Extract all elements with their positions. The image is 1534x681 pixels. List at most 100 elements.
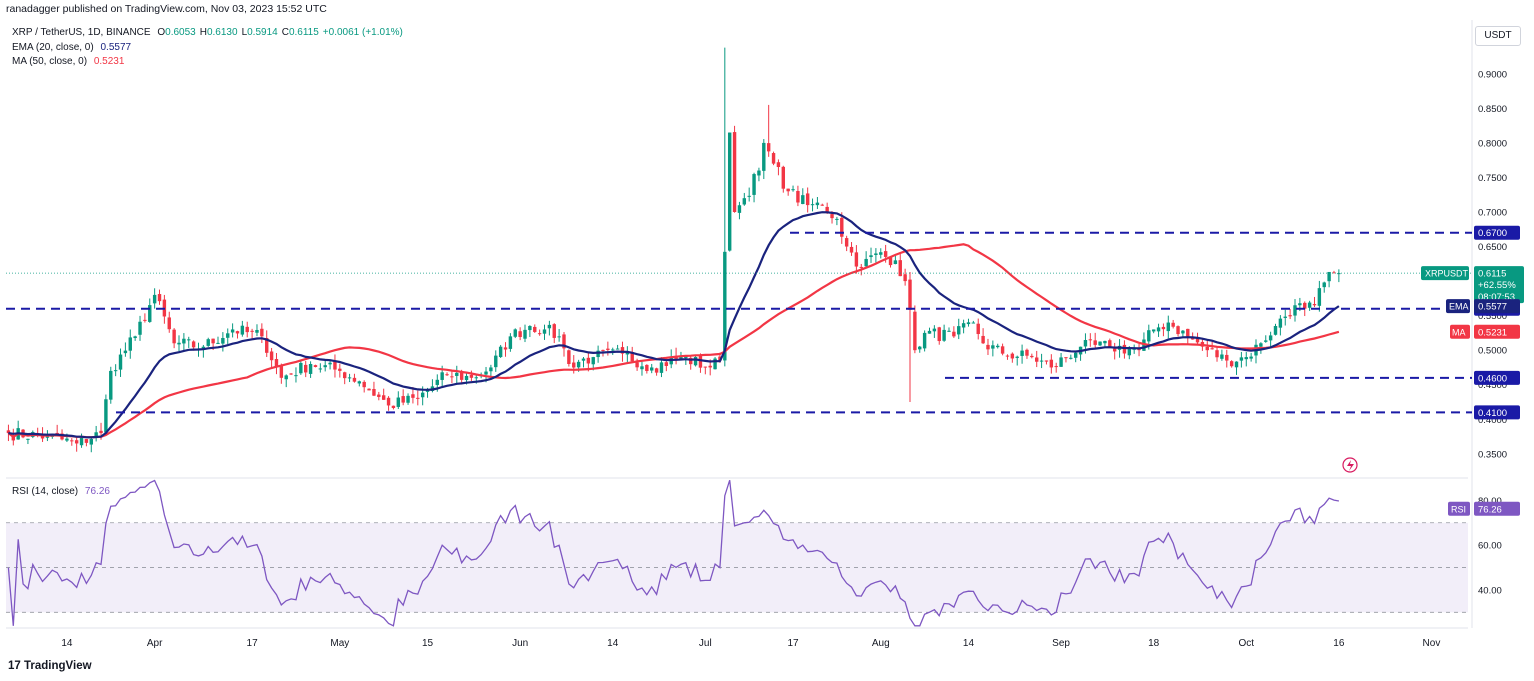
ma-tag — [1450, 324, 1470, 339]
ma-value-box — [1474, 324, 1520, 339]
candle — [216, 342, 220, 344]
candle — [1171, 322, 1175, 327]
candle — [118, 354, 123, 370]
candle — [221, 338, 225, 344]
rsi-value-label: 76.26 — [1478, 504, 1502, 515]
price-tick-label: 0.5000 — [1478, 346, 1507, 357]
candle — [133, 336, 137, 339]
time-tick-label: 16 — [1333, 638, 1345, 649]
candle — [1293, 305, 1297, 316]
time-tick-label: 17 — [247, 638, 259, 649]
candle — [961, 323, 966, 328]
level-label: 0.4100 — [1478, 408, 1507, 419]
candle — [1132, 348, 1136, 350]
candle — [630, 352, 634, 362]
candle — [1303, 302, 1307, 309]
candle — [508, 336, 513, 349]
candle — [854, 252, 859, 267]
ma-tag-label: MA — [1452, 327, 1466, 337]
candle — [752, 174, 756, 195]
candle — [981, 335, 985, 344]
candle — [523, 329, 527, 339]
candle — [757, 170, 761, 176]
candle — [991, 345, 995, 349]
time-tick-label: 14 — [607, 638, 619, 649]
candle — [1229, 361, 1234, 367]
candle — [805, 193, 810, 206]
candle — [679, 357, 683, 360]
candle — [455, 372, 459, 376]
candle — [957, 326, 961, 335]
candle — [1122, 344, 1127, 354]
level-label: 0.4600 — [1478, 373, 1507, 384]
candle — [513, 329, 517, 337]
candle — [601, 349, 605, 351]
candle — [1186, 328, 1190, 337]
legend-ma-value: 0.5231 — [93, 56, 125, 67]
candle — [576, 361, 581, 368]
tradingview-brand: TradingView — [24, 660, 92, 672]
candle — [640, 366, 644, 370]
rsi-tag — [1448, 501, 1470, 516]
candle — [664, 362, 669, 366]
candle — [591, 357, 595, 365]
candle — [922, 332, 927, 349]
candle — [230, 329, 235, 333]
candle — [557, 336, 561, 338]
candle — [396, 397, 401, 407]
level-label-box — [1474, 370, 1520, 385]
candle — [1108, 340, 1112, 347]
candle — [206, 339, 210, 346]
candle — [250, 330, 254, 332]
candle — [191, 341, 196, 348]
level-label-box — [1474, 225, 1520, 240]
candle — [1244, 357, 1248, 360]
ema-value-label: 0.5577 — [1478, 302, 1507, 313]
candle — [377, 394, 381, 397]
time-tick-label: Oct — [1238, 638, 1254, 649]
candle — [299, 362, 303, 374]
symbol-tag-label: XRPUSDT — [1425, 269, 1469, 279]
ema-tag — [1446, 299, 1470, 314]
candle — [113, 370, 118, 372]
candle — [732, 132, 737, 212]
candle — [976, 323, 980, 335]
rsi-value-box — [1474, 501, 1520, 516]
candle — [240, 325, 245, 335]
legend-ohlc-o: O0.6053 — [157, 27, 196, 38]
candle — [1156, 327, 1161, 332]
candle — [1298, 303, 1302, 306]
candle — [688, 357, 693, 365]
rsi-tick-label: 60.00 — [1478, 541, 1502, 552]
candle — [625, 352, 630, 355]
candle — [352, 377, 357, 382]
candle — [879, 252, 883, 255]
candle — [464, 375, 469, 381]
publisher-caption: ranadagger published on TradingView.com,… — [6, 3, 327, 15]
candle — [723, 251, 727, 361]
candle — [547, 324, 552, 329]
time-tick-label: May — [330, 638, 349, 649]
candle — [123, 350, 128, 354]
rsi-tick-label: 40.00 — [1478, 585, 1502, 596]
candle — [411, 394, 415, 398]
candle — [703, 366, 708, 368]
level-label-box — [1474, 405, 1520, 420]
candle — [947, 330, 951, 332]
legend-ma-row: MA (50, close, 0) 0.5231 — [12, 56, 124, 67]
candle — [1073, 352, 1078, 358]
candle — [1054, 366, 1058, 368]
legend-ohlc: O0.6053 H0.6130 L0.5914 C0.6115 +0.0061 (+1.… — [153, 27, 403, 38]
candle — [406, 395, 410, 403]
candle — [211, 338, 215, 344]
candle — [528, 326, 532, 331]
candle — [966, 322, 971, 325]
candle — [1225, 354, 1229, 361]
candle — [1088, 339, 1093, 341]
candle — [864, 258, 868, 267]
candle — [1181, 330, 1185, 334]
candle — [440, 372, 444, 380]
candle — [99, 430, 103, 434]
currency-button[interactable]: USDT — [1475, 26, 1521, 46]
